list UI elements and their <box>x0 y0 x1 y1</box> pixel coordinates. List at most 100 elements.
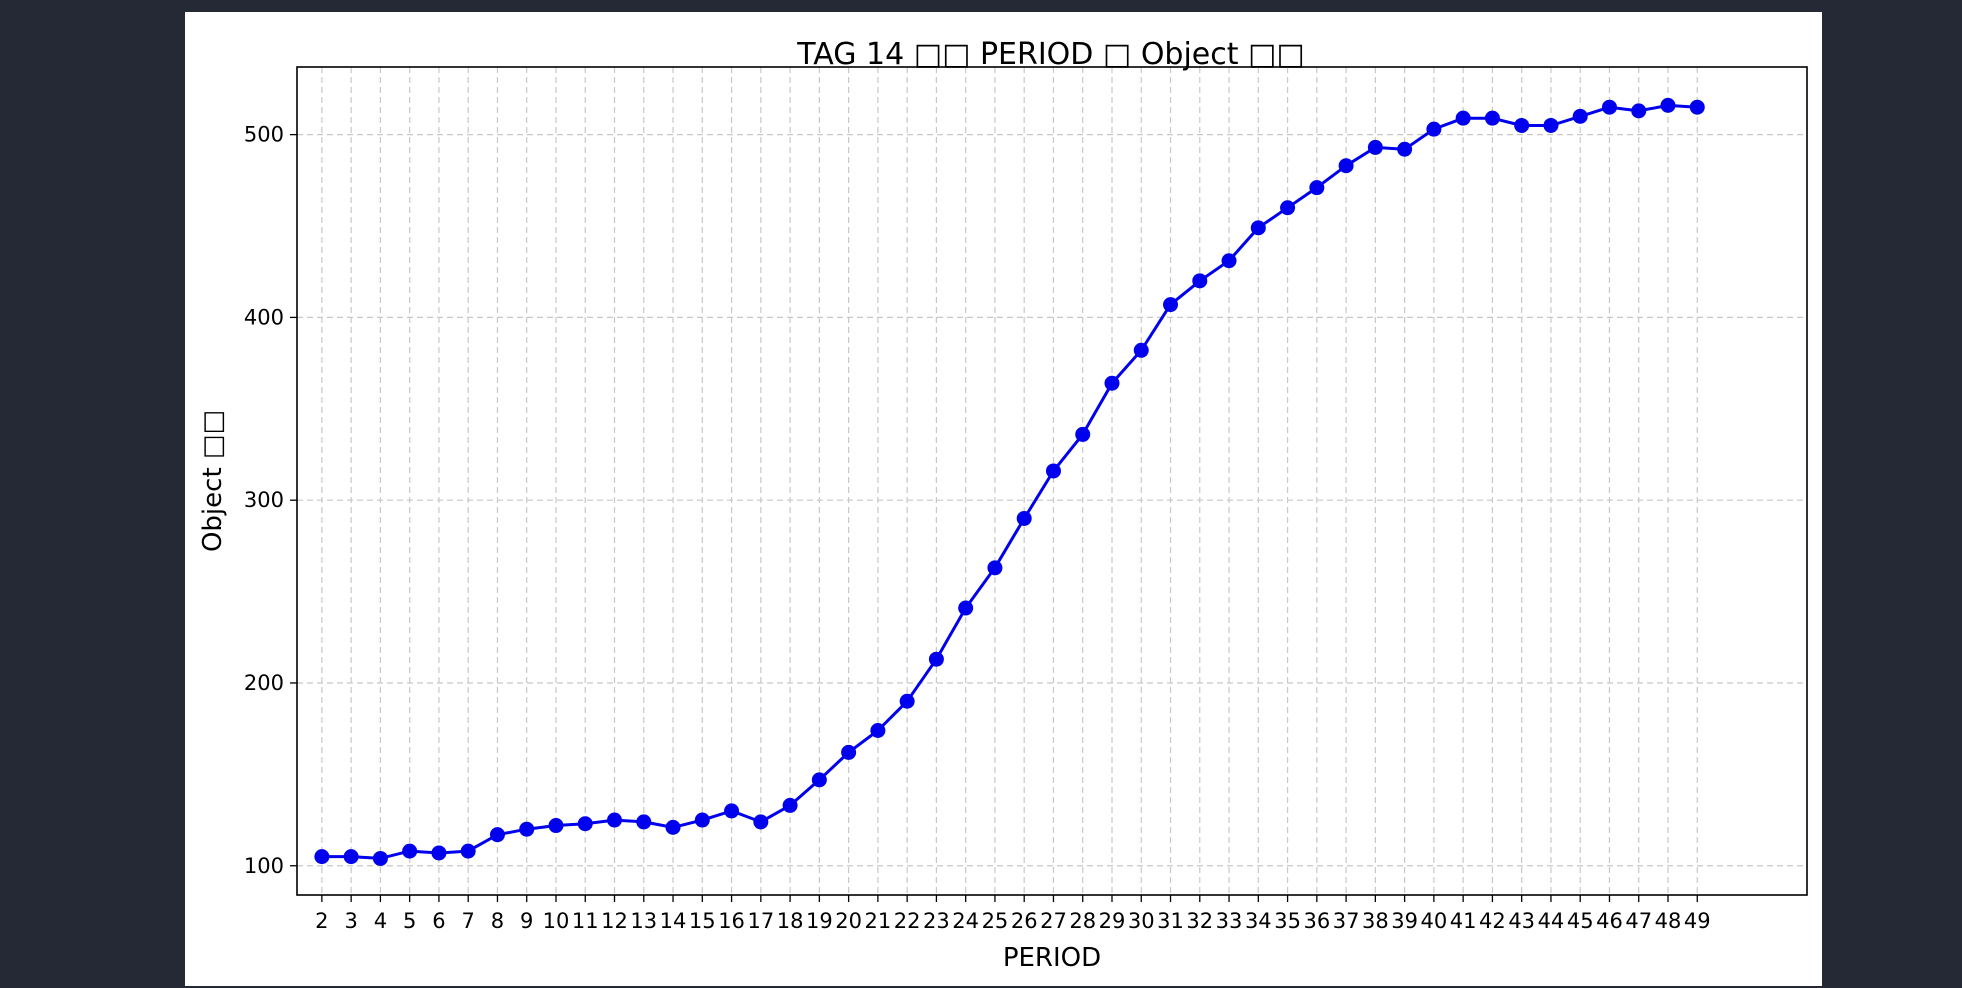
x-tick-label: 28 <box>1069 909 1096 933</box>
data-point <box>607 812 623 828</box>
x-tick-label: 29 <box>1099 909 1126 933</box>
series-layer <box>314 97 1705 866</box>
x-tick-label: 24 <box>952 909 979 933</box>
x-axis-title: PERIOD <box>1003 943 1101 973</box>
data-point <box>489 827 505 843</box>
x-tick-label: 32 <box>1186 909 1213 933</box>
x-tick-label: 18 <box>777 909 804 933</box>
data-point <box>519 821 535 837</box>
x-tick-label: 2 <box>315 909 328 933</box>
data-point <box>811 772 827 788</box>
data-point <box>1601 99 1617 115</box>
data-point <box>402 843 418 859</box>
chart-title: TAG 14 □□ PERIOD □ Object □□ <box>796 37 1305 72</box>
x-tick-label: 35 <box>1274 909 1301 933</box>
y-tick-label: 100 <box>244 854 284 878</box>
x-tick-label: 40 <box>1421 909 1448 933</box>
axis-ticks: 2 3 4 5 6 7 8 9 10 11 12 13 14 15 16 17 18 19 20 21 22 23 24 25… <box>244 123 1711 933</box>
x-tick-label: 17 <box>747 909 774 933</box>
data-point <box>987 560 1003 576</box>
data-point <box>1280 200 1296 216</box>
x-tick-label: 34 <box>1245 909 1272 933</box>
data-point <box>665 819 681 835</box>
x-tick-label: 25 <box>982 909 1009 933</box>
data-point <box>1455 110 1471 126</box>
data-point <box>694 812 710 828</box>
chart-figure: TAG 14 □□ PERIOD □ Object □□ 2 3 4 5 6 7 8 9 10 1… <box>185 12 1822 986</box>
data-point <box>577 816 593 832</box>
data-point <box>314 849 330 865</box>
x-tick-label: 48 <box>1655 909 1682 933</box>
x-tick-label: 43 <box>1508 909 1535 933</box>
x-tick-label: 11 <box>572 909 599 933</box>
x-tick-label: 23 <box>923 909 950 933</box>
data-point <box>1338 158 1354 174</box>
y-axis-title: Object □□ <box>198 410 228 552</box>
data-point <box>1075 426 1091 442</box>
data-point <box>1660 97 1676 113</box>
data-point <box>958 600 974 616</box>
data-point <box>1426 121 1442 137</box>
y-tick-label: 300 <box>244 488 284 512</box>
data-point <box>1104 375 1120 391</box>
x-tick-label: 3 <box>344 909 357 933</box>
x-tick-label: 5 <box>403 909 416 933</box>
data-point <box>899 693 915 709</box>
line-chart: TAG 14 □□ PERIOD □ Object □□ 2 3 4 5 6 7 8 9 10 1… <box>198 37 1808 973</box>
x-tick-label: 47 <box>1625 909 1652 933</box>
x-tick-label: 14 <box>660 909 687 933</box>
data-point <box>1572 108 1588 124</box>
data-point <box>1514 117 1530 133</box>
data-point <box>548 818 564 834</box>
x-tick-label: 31 <box>1157 909 1184 933</box>
x-tick-label: 21 <box>865 909 892 933</box>
x-tick-label: 4 <box>374 909 387 933</box>
series-line <box>321 103 1698 860</box>
y-tick-label: 200 <box>244 671 284 695</box>
x-tick-label: 33 <box>1216 909 1243 933</box>
x-tick-label: 44 <box>1538 909 1565 933</box>
x-tick-label: 20 <box>835 909 862 933</box>
data-point <box>724 803 740 819</box>
data-point <box>1689 99 1705 115</box>
x-tick-label: 46 <box>1596 909 1623 933</box>
x-tick-label: 22 <box>894 909 921 933</box>
data-point <box>928 651 944 667</box>
x-tick-label: 37 <box>1333 909 1360 933</box>
x-tick-label: 30 <box>1128 909 1155 933</box>
x-tick-label: 12 <box>601 909 628 933</box>
data-point <box>1397 141 1413 157</box>
data-point <box>870 722 886 738</box>
x-tick-label: 7 <box>462 909 475 933</box>
plot-area-frame <box>296 66 1808 896</box>
data-point <box>1045 463 1061 479</box>
x-tick-label: 42 <box>1479 909 1506 933</box>
x-tick-label: 36 <box>1303 909 1330 933</box>
x-tick-label: 27 <box>1040 909 1067 933</box>
data-point <box>372 850 388 866</box>
data-point <box>431 845 447 861</box>
data-point <box>1309 180 1325 196</box>
data-point <box>636 814 652 830</box>
data-point <box>1016 510 1032 526</box>
data-point <box>1367 139 1383 155</box>
data-point <box>753 814 769 830</box>
y-tick-label: 400 <box>244 305 284 329</box>
data-point <box>1221 253 1237 269</box>
x-tick-label: 8 <box>491 909 504 933</box>
x-tick-label: 16 <box>718 909 745 933</box>
data-point <box>343 849 359 865</box>
x-tick-label: 6 <box>432 909 445 933</box>
x-tick-label: 10 <box>543 909 570 933</box>
x-tick-label: 38 <box>1362 909 1389 933</box>
data-point <box>1163 297 1179 313</box>
data-point <box>460 843 476 859</box>
grid <box>297 67 1807 895</box>
data-point <box>841 744 857 760</box>
y-tick-label: 500 <box>244 123 284 147</box>
x-tick-label: 49 <box>1684 909 1711 933</box>
data-point <box>1133 342 1149 358</box>
x-tick-label: 39 <box>1391 909 1418 933</box>
x-tick-label: 9 <box>520 909 533 933</box>
x-tick-label: 26 <box>1011 909 1038 933</box>
